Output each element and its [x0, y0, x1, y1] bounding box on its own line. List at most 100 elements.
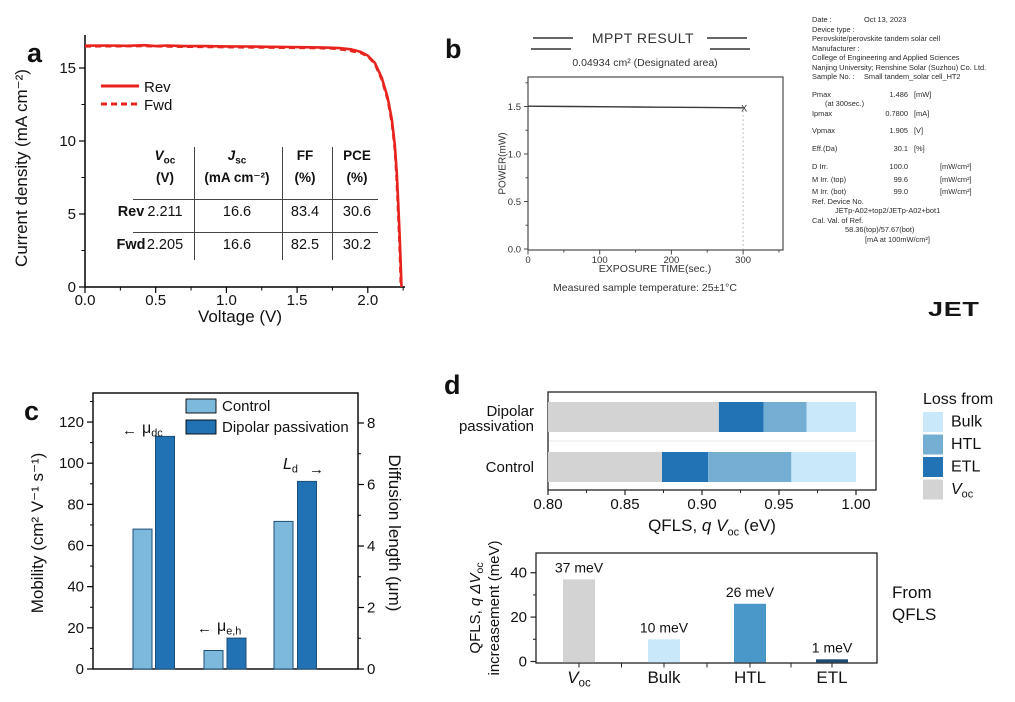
gain-bar [816, 659, 848, 663]
certificate-metadata: Date : Oct 13, 2023 Device type : Perovskit… [812, 0, 1015, 345]
panel-b: 0.0 0.5 1.0 1.5 0 100 200 300 X b MPPT RESULT 0.… [440, 0, 1015, 345]
segment-bulk [806, 402, 856, 432]
legend-swatch [923, 434, 943, 455]
right-tick-label: 0 [367, 661, 375, 678]
legend-swatch [923, 412, 943, 432]
gain-y-axis-label-line2: increasement (meV) [486, 540, 503, 675]
bar-value-label: 10 meV [640, 619, 689, 635]
bar-passivation [297, 480, 317, 670]
meta-row: College of Engineering and Applied Scien… [812, 53, 960, 62]
meta-row: Cal. Val. of Ref. [812, 215, 864, 225]
group-annotation: μdc [142, 420, 163, 440]
y-tick-label: 5 [68, 206, 76, 223]
legend-label: HTL [951, 436, 981, 453]
meta-row: JETp-A02+top2/JETp-A02+bot1 [835, 206, 941, 215]
meta-row: D Irr. 100.0 [mW/cm²] [812, 162, 972, 171]
bar-passivation [155, 435, 175, 670]
table-header-unit: (%) [294, 170, 316, 185]
table-column-divider [282, 147, 283, 260]
legend-swatch [923, 479, 943, 500]
y-tick-label: 0.0 [508, 245, 521, 256]
x-tick-label: 0.80 [533, 496, 562, 513]
meta-row: Ipmax 0.7800 [mA] [812, 108, 930, 118]
bar-control [132, 528, 153, 670]
segment-bulk [791, 452, 856, 482]
panel-b-footnote: Measured sample temperature: 25±1°C [553, 282, 737, 294]
x-tick-label: 0.0 [75, 292, 96, 309]
panel-a-label: a [27, 38, 43, 68]
meta-row: Perovskite/perovskite tandem solar cell [812, 34, 941, 43]
bar-control [273, 520, 294, 670]
power-curve [527, 105, 744, 109]
curve-end-marker: X [741, 103, 747, 113]
meta-row: Device type : [812, 24, 855, 34]
bar-value-label: 1 meV [812, 639, 853, 655]
gain-bar [648, 639, 680, 663]
table-value: 30.6 [342, 204, 372, 220]
meta-row: Pmax 1.486 [mW] [812, 89, 932, 99]
legend-label: Fwd [144, 97, 172, 114]
from-qfls-note: From QFLS [892, 582, 936, 626]
title-rule [533, 37, 573, 39]
meta-row: M Irr. (top) 99.6 [mW/cm²] [812, 174, 972, 184]
row-label: passivation [459, 418, 534, 435]
right-tick-label: 2 [367, 600, 375, 617]
legend-swatch-control [185, 398, 217, 414]
y-tick-label: 1.5 [508, 102, 521, 113]
left-tick-label: 80 [67, 496, 84, 513]
y-tick-label: 15 [59, 60, 76, 77]
panel-d: Dipolar passivation Control 0.80 0.85 0.90 0.9… [440, 360, 1015, 702]
title-rule [707, 37, 747, 39]
legend-title: Loss from [923, 391, 993, 408]
mppt-plot: 0.0 0.5 1.0 1.5 0 100 200 300 X [508, 76, 784, 266]
arrow-glyph: ← [122, 422, 137, 439]
category-label: HTL [734, 668, 766, 687]
y-tick-label: 0 [519, 654, 527, 671]
table-value: 16.6 [222, 204, 252, 220]
legend-label: Dipolar passivation [222, 419, 349, 436]
panel-a-x-axis-label: Voltage (V) [197, 307, 283, 326]
mppt-subtitle: 0.04934 cm² (Designated area) [572, 57, 718, 69]
left-tick-label: 60 [67, 538, 84, 555]
left-tick-label: 20 [67, 620, 84, 637]
segment-voc [548, 452, 662, 482]
panel-b-x-axis-label: EXPOSURE TIME(sec.) [598, 263, 712, 275]
table-value: 83.4 [290, 204, 320, 220]
table-header-unit: (%) [346, 170, 368, 185]
table-row-label: Rev [117, 204, 145, 220]
table-value: 2.205 [146, 237, 184, 253]
x-tick-label: 0 [525, 255, 530, 266]
row-label: Control [486, 459, 534, 476]
table-value: 30.2 [342, 237, 372, 253]
qfls-x-axis-label-sub: oc [727, 526, 740, 539]
table-value: 2.211 [147, 204, 183, 220]
meta-row: [mA at 100mW/cm²] [865, 234, 930, 244]
plot-frame [92, 392, 359, 670]
x-tick-label: 0.5 [145, 292, 166, 309]
jv-curve-fwd [84, 45, 402, 288]
x-tick-label: 1.5 [287, 292, 308, 309]
table-column-divider [331, 147, 333, 260]
y-tick-label: 10 [59, 133, 76, 150]
legend-label: ETL [951, 459, 980, 476]
y-tick-label: 20 [510, 609, 527, 626]
table-column-divider [193, 147, 195, 260]
table-value: 16.6 [222, 237, 252, 253]
panel-b-y-axis-label: POWER(mW) [497, 132, 509, 195]
table-row-divider [133, 231, 378, 233]
meta-row: Eff.(Da) 30.1 [%] [812, 143, 925, 153]
x-tick-label: 1.00 [841, 496, 870, 513]
segment-etl [718, 402, 764, 432]
y-tick-label: 1.0 [508, 150, 521, 161]
meta-row: M Irr. (bot) 99.0 [mW/cm²] [812, 187, 972, 196]
table-header-unit: (mA cm⁻²) [204, 170, 270, 185]
legend-label: Voc [951, 481, 974, 501]
category-label: Bulk [647, 668, 681, 687]
qfls-x-axis-label-post: (eV) [739, 516, 776, 535]
y-tick-label: 0.5 [508, 197, 521, 208]
table-value: 82.5 [290, 237, 320, 253]
meta-row: 58.36(top)/57.67(bot) [845, 225, 915, 234]
meta-row: Manufacturer : [812, 43, 860, 53]
